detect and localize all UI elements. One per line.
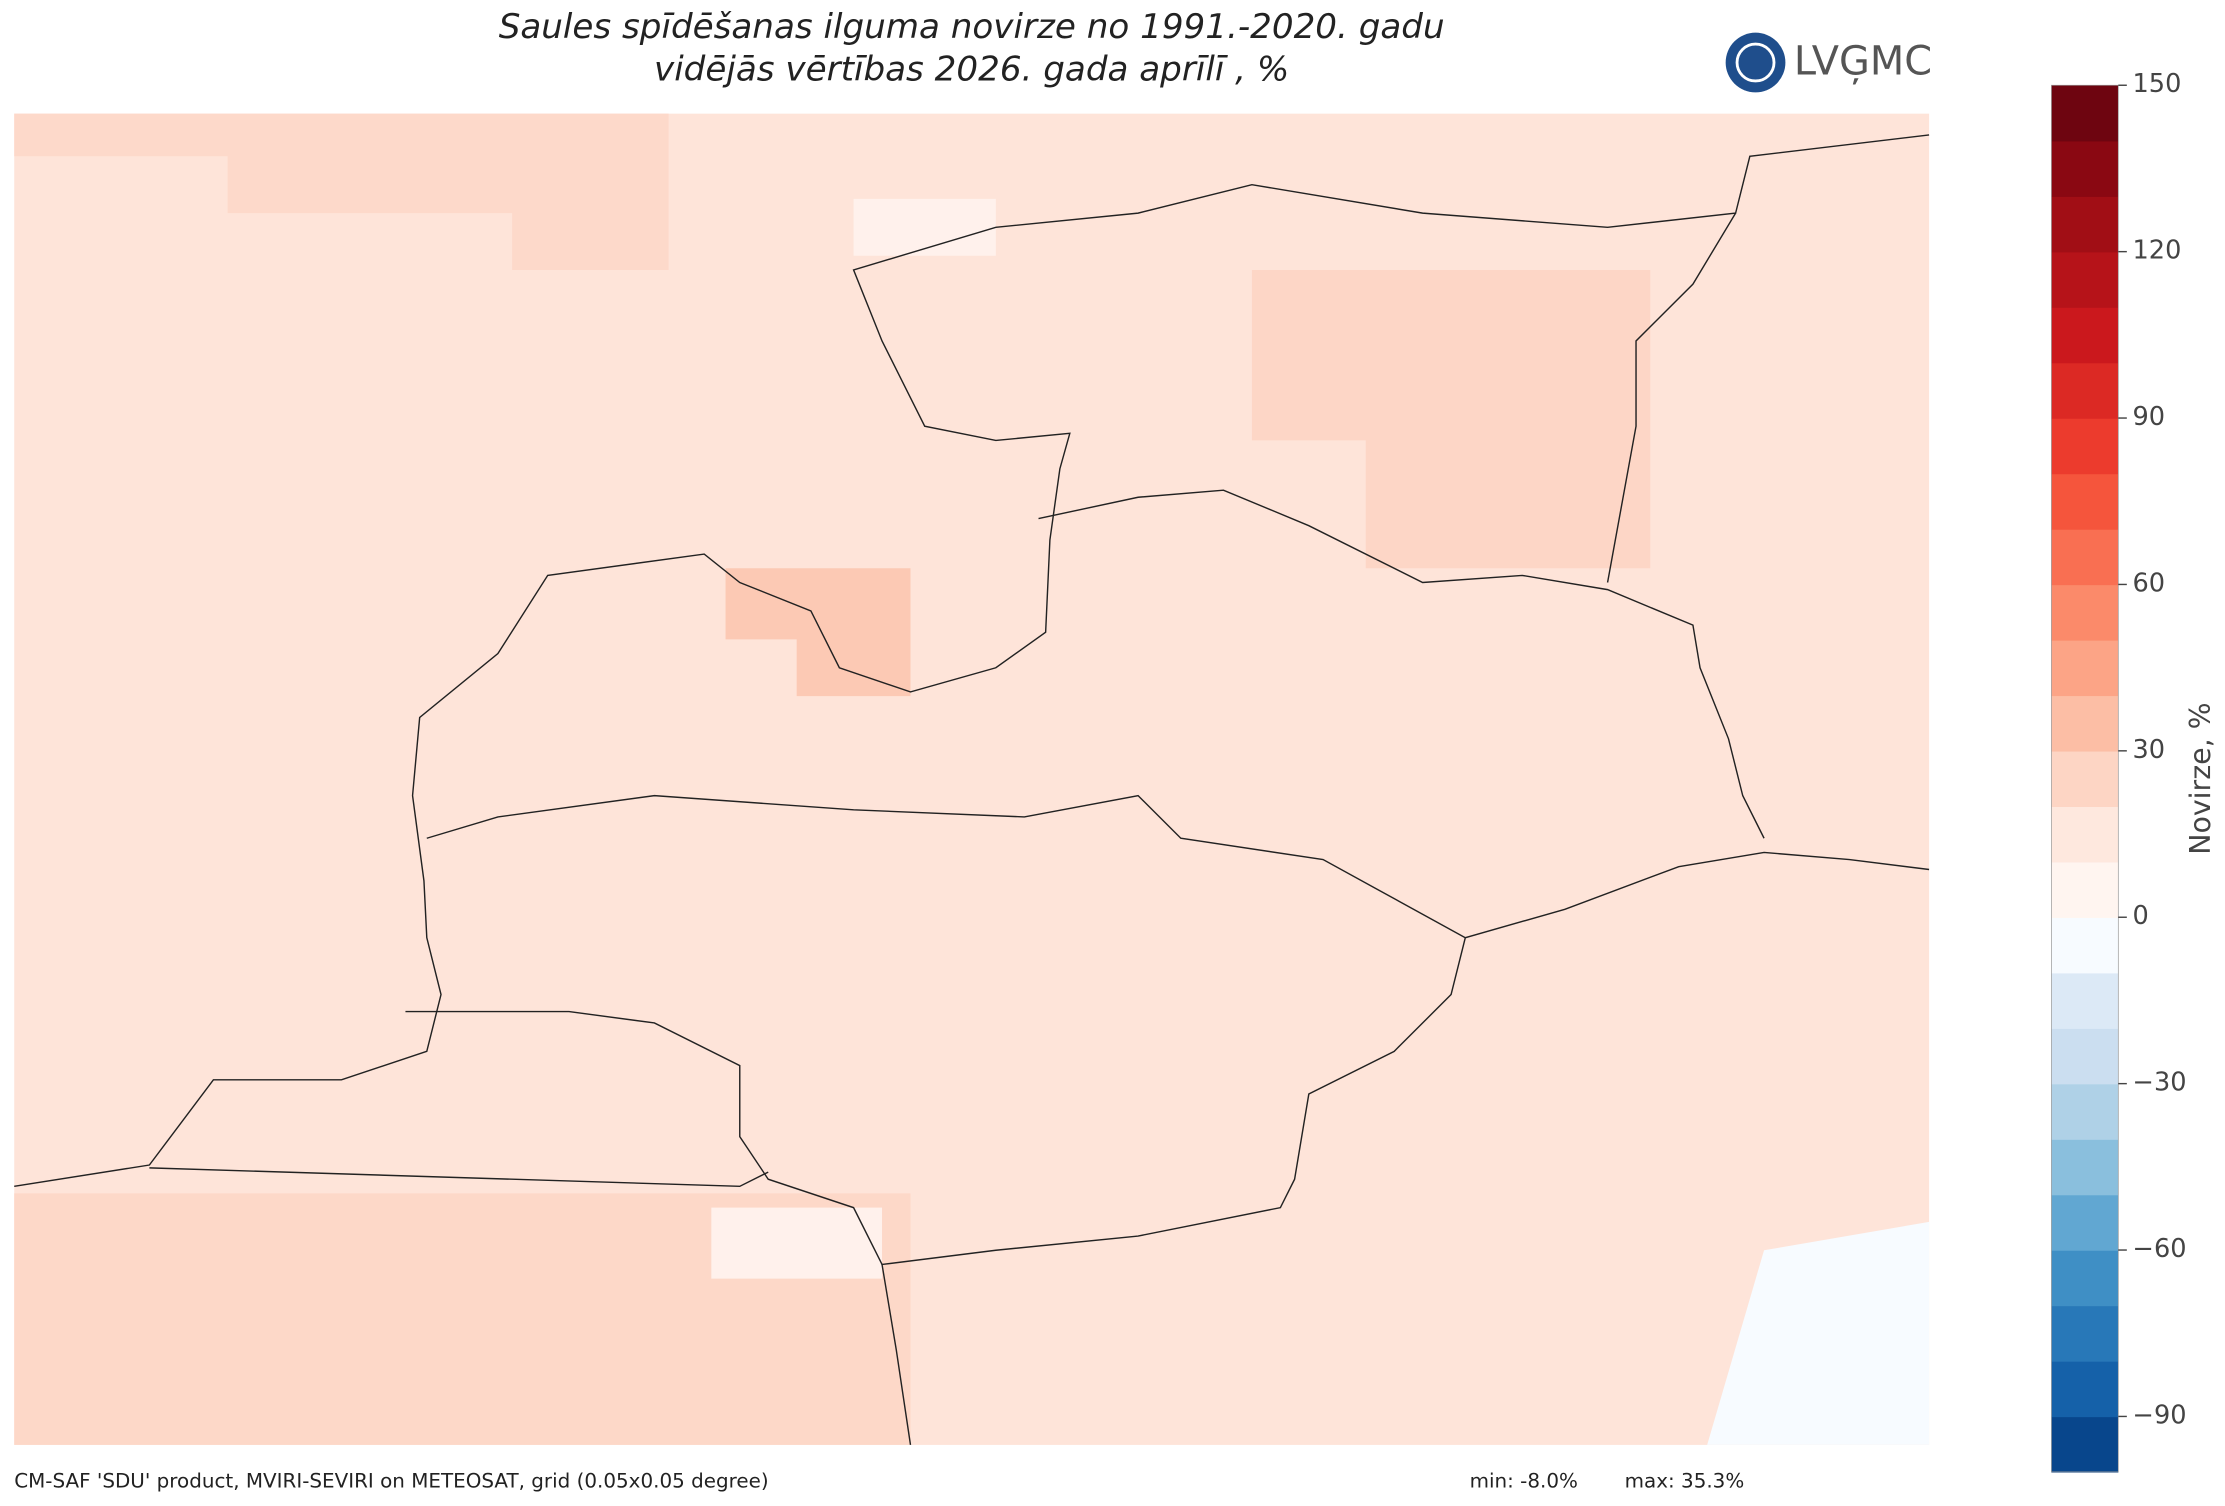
colorbar-tick-label: −60: [2133, 1234, 2187, 1264]
footer-source: CM-SAF 'SDU' product, MVIRI-SEVIRI on ME…: [14, 1469, 768, 1492]
colorbar-bin: [2051, 362, 2119, 419]
colorbar-bin: [2051, 196, 2119, 253]
logo: LVĢMC: [1725, 32, 1932, 93]
colorbar-tick-label: 30: [2133, 735, 2166, 765]
title-line: Saules spīdēšanas ilguma novirze no 1991…: [499, 7, 1445, 47]
map-field: [1707, 1221, 1930, 1445]
border: [1038, 489, 1765, 839]
border: [426, 794, 1930, 939]
title-line: vidējās vērtības 2026. gada aprīlī , %: [654, 50, 1289, 90]
footer-max: max: 35.3%: [1625, 1469, 1745, 1492]
colorbar-tick-label: 120: [2133, 236, 2182, 266]
colorbar-bin: [2051, 806, 2119, 863]
logo-text: LVĢMC: [1794, 38, 1932, 84]
colorbar: −90 −60 −30 0 30 60 90 120 150: [2051, 69, 2187, 1473]
colorbar-bin: [2051, 861, 2119, 918]
map-field: [14, 113, 669, 270]
colorbar-frame: [2051, 84, 2119, 1473]
colorbar-bin: [2051, 1416, 2119, 1473]
colorbar-bin: [2051, 750, 2119, 808]
colorbar-tick-label: −90: [2133, 1400, 2187, 1430]
colorbar-tick-label: 60: [2133, 568, 2166, 598]
border: [149, 1010, 883, 1265]
colorbar-bin: [2051, 418, 2119, 475]
colorbar-bin: [2051, 473, 2119, 530]
colorbar-bin: [2051, 917, 2119, 974]
logo-icon: [1725, 32, 1786, 93]
colorbar-bin: [2051, 1139, 2119, 1196]
footer-min: min: -8.0%: [1470, 1469, 1578, 1492]
colorbar-bin: [2051, 584, 2119, 641]
colorbar-tick-label: 150: [2133, 69, 2182, 99]
border: [881, 937, 1467, 1446]
colorbar-tick-label: 0: [2133, 901, 2149, 931]
colorbar-bin: [2051, 1028, 2119, 1085]
colorbar-bin: [2051, 528, 2119, 586]
colorbar-bin: [2051, 972, 2119, 1029]
map-field: [725, 568, 911, 697]
colorbar-bin: [2051, 140, 2119, 197]
colorbar-bin: [2051, 1305, 2119, 1362]
colorbar-bin: [2051, 1194, 2119, 1251]
colorbar-bin: [2051, 695, 2119, 752]
coastline: [14, 134, 1930, 1188]
colorbar-tick-label: −30: [2133, 1068, 2187, 1098]
border: [1606, 212, 1737, 583]
colorbar-bin: [2051, 1360, 2119, 1418]
map-field: [14, 1193, 911, 1445]
colorbar-bin: [2051, 639, 2119, 697]
map-field: [1251, 269, 1651, 569]
colorbar-bin: [2051, 251, 2119, 308]
map: [14, 113, 1930, 1446]
colorbar-bin: [2051, 307, 2119, 364]
colorbar-bin: [2051, 1083, 2119, 1140]
colorbar-label: Novirze, %: [2184, 702, 2217, 854]
colorbar-bin: [2051, 85, 2119, 142]
colorbar-bin: [2051, 1250, 2119, 1307]
colorbar-tick-label: 90: [2133, 402, 2166, 432]
logo-icon: [1735, 42, 1776, 83]
